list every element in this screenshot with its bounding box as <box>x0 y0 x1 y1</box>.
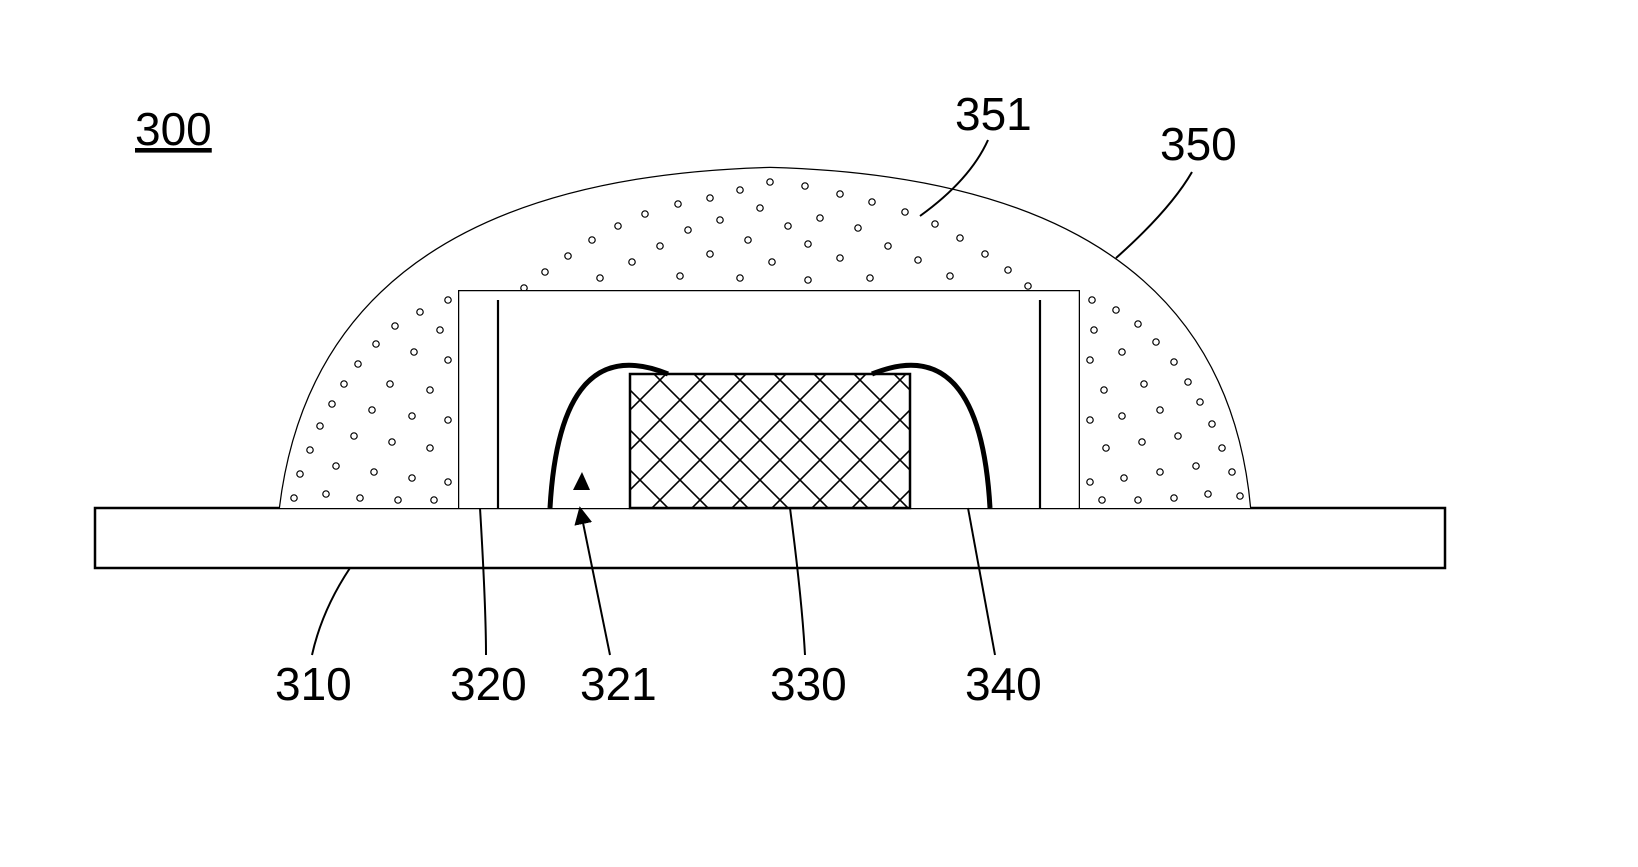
label-340: 340 <box>965 658 1042 710</box>
label-320: 320 <box>450 658 527 710</box>
leader-350 <box>1116 172 1192 258</box>
label-310: 310 <box>275 658 352 710</box>
label-321: 321 <box>580 658 657 710</box>
figure-ref: 300 <box>135 103 212 155</box>
die <box>630 374 910 508</box>
label-330: 330 <box>770 658 847 710</box>
led-package-diagram: 300 351 350 310 320 321 330 340 <box>0 0 1638 867</box>
leader-310 <box>312 568 350 655</box>
substrate <box>95 508 1445 568</box>
label-351: 351 <box>955 88 1032 140</box>
label-350: 350 <box>1160 118 1237 170</box>
